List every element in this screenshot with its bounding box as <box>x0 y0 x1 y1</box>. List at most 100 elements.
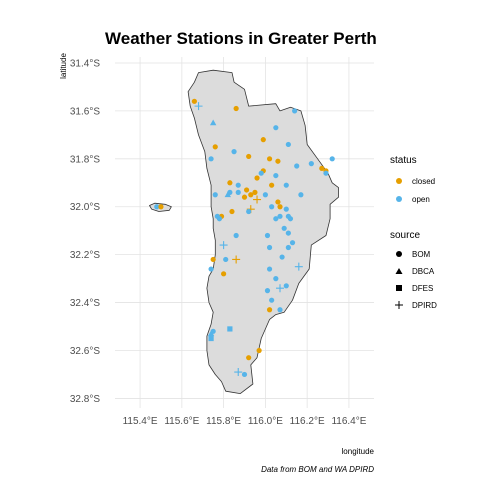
station-point-closed-bom <box>248 192 254 198</box>
station-point-closed-bom <box>246 355 252 361</box>
legend-triangle-shape <box>395 268 403 274</box>
legend-open-swatch <box>396 196 402 202</box>
station-point-open-bom <box>208 156 214 162</box>
station-point-open-dfes <box>208 335 214 342</box>
y-tick-label: 32.8°S <box>70 394 100 405</box>
station-point-open-bom <box>285 244 291 251</box>
legend-closed-label: closed <box>412 177 435 186</box>
station-point-open-bom <box>241 371 248 378</box>
station-point-open-bom <box>283 283 289 289</box>
x-tick-label: 115.4°E <box>123 416 158 427</box>
station-point-open-bom <box>212 192 218 198</box>
station-point-closed-bom <box>266 156 273 162</box>
legend-open-label: open <box>412 195 430 204</box>
station-point-open-bom <box>308 161 314 167</box>
station-point-open-bom <box>277 213 283 219</box>
legend-square-shape <box>396 285 402 291</box>
x-tick-label: 116.2°E <box>290 416 325 427</box>
station-point-open-bom <box>235 189 241 195</box>
x-tick-label: 116.4°E <box>331 416 366 427</box>
legend-dpird-label: DPIRD <box>412 301 437 310</box>
station-point-open-bom <box>264 288 271 294</box>
y-tick-label: 31.6°S <box>70 106 100 117</box>
station-point-open-dpird <box>294 262 303 271</box>
station-point-closed-bom <box>212 144 218 150</box>
station-point-closed-bom <box>277 204 283 210</box>
station-points <box>154 98 335 378</box>
station-point-closed-bom <box>158 204 164 210</box>
station-point-closed-bom <box>210 256 216 263</box>
station-point-closed-bom <box>191 98 197 104</box>
station-point-open-bom <box>258 170 264 176</box>
x-tick-label: 115.8°E <box>206 416 241 427</box>
station-point-closed-bom <box>319 165 325 172</box>
station-point-open-bom <box>231 149 237 155</box>
y-tick-label: 32.2°S <box>70 250 100 261</box>
station-point-open-bom <box>285 141 291 148</box>
station-point-open-bom <box>273 125 279 131</box>
station-point-closed-bom <box>275 199 281 205</box>
station-point-open-bom <box>223 256 229 263</box>
station-point-open-dfes <box>227 326 233 332</box>
station-point-open-bom <box>235 182 241 188</box>
station-point-open-bom <box>283 182 289 188</box>
station-point-open-bom <box>294 163 300 169</box>
y-axis-title: latitude <box>59 53 68 79</box>
station-point-closed-dpird <box>253 195 262 204</box>
axis-tick-labels: 115.4°E 115.6°E 115.8°E 116.0°E 116.2°E 116.4… <box>70 58 367 427</box>
station-point-open-bom <box>329 156 335 162</box>
station-point-open-bom <box>292 108 298 114</box>
greater-perth-region <box>187 69 339 395</box>
legend-bom-label: BOM <box>412 250 431 259</box>
station-point-open-dpird <box>276 284 285 293</box>
station-point-open-bom <box>298 192 304 198</box>
y-tick-label: 32.4°S <box>70 298 100 309</box>
y-tick-label: 32.6°S <box>70 346 100 357</box>
station-point-open-bom <box>273 172 279 179</box>
chart-caption: Data from BOM and WA DPIRD <box>261 465 374 474</box>
station-point-open-bom <box>287 216 294 222</box>
station-point-open-bom <box>233 232 239 239</box>
station-point-open-dbca <box>209 119 217 126</box>
station-point-open-bom <box>279 254 285 260</box>
station-point-open-bom <box>269 204 275 210</box>
station-point-open-dpird <box>219 241 228 250</box>
y-tick-label: 32.0°S <box>70 202 100 213</box>
y-tick-label: 31.8°S <box>70 154 100 165</box>
station-point-open-bom <box>262 192 268 198</box>
legend-circle-shape <box>396 251 402 257</box>
station-point-closed-bom <box>243 187 250 193</box>
legend-plus-shape <box>395 301 403 309</box>
station-point-closed-bom <box>256 347 262 354</box>
station-point-open-dpird <box>234 368 243 377</box>
station-point-closed-bom <box>241 194 248 200</box>
station-point-closed-bom <box>254 175 260 181</box>
station-point-open-bom <box>277 307 283 313</box>
chart-title: Weather Stations in Greater Perth <box>105 29 377 48</box>
legend-source-title: source <box>390 230 420 241</box>
station-point-open-bom <box>269 297 275 303</box>
legend-status-title: status <box>390 155 417 166</box>
station-point-open-dpird <box>194 102 203 111</box>
station-point-closed-bom <box>229 208 235 215</box>
station-point-open-bom <box>154 204 160 210</box>
station-point-closed-dpird <box>232 255 241 264</box>
station-point-open-bom <box>216 216 223 222</box>
station-point-open-bom <box>281 225 287 231</box>
land-region <box>149 69 339 395</box>
station-point-closed-bom <box>269 182 275 188</box>
station-point-closed-bom <box>266 307 273 313</box>
x-tick-label: 115.6°E <box>164 416 199 427</box>
station-point-open-bom <box>273 216 279 222</box>
x-tick-label: 116.0°E <box>248 416 283 427</box>
legend-source: source BOM DBCA DFES DPIRD <box>390 230 437 310</box>
station-point-open-bom <box>264 232 271 239</box>
station-point-open-bom <box>323 170 329 176</box>
station-point-closed-bom <box>227 180 233 186</box>
legend-dfes-label: DFES <box>412 284 433 293</box>
legend-closed-swatch <box>396 178 402 184</box>
station-point-closed-bom <box>221 271 227 277</box>
legend-status: status closed open <box>390 155 435 204</box>
y-tick-label: 31.4°S <box>70 58 100 69</box>
